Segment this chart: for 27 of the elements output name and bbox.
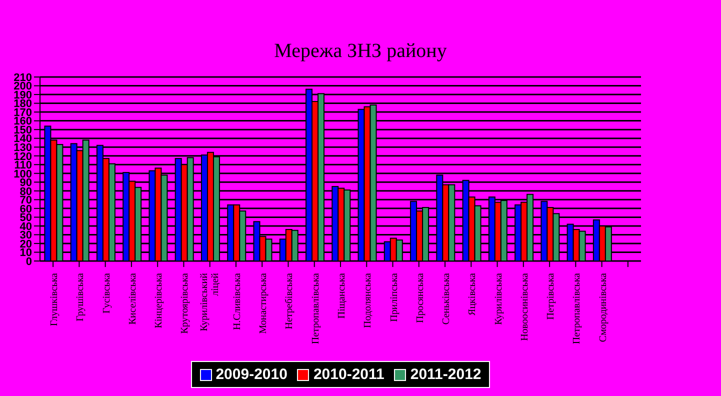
x-tick-label: Киселівська [127,272,138,325]
legend-label: 2011-2012 [409,366,482,383]
x-tick-label: Новоосинівська [519,272,530,341]
chart-title: Мережа ЗНЗ району [273,40,448,63]
x-tick-label: Грушівська [75,272,86,322]
legend-label: 2010-2011 [312,366,384,383]
x-tick-label: Монастирська [258,272,270,334]
x-tick-label: Просянська [414,272,426,324]
x-tick-label: Н.Сливівська [232,272,243,330]
x-tick-label: Петрівська [546,272,557,320]
y-tick-label: 0 [26,256,32,268]
x-tick-label: Подолянська [362,272,374,328]
x-tick-label: Глушківська [49,272,60,326]
x-tick-label: Петропавлівська [310,272,322,344]
x-tick-label: Нетребівська [284,272,296,330]
x-tick-label: Сеньківська [441,272,452,325]
x-tick-label: Смородинівська [598,272,609,342]
x-tick-label: Кінцерівська [154,272,165,328]
x-tick-label: Петропавлівська [572,272,583,344]
x-tick-label: Піщанська [336,272,348,319]
legend-label: 2009-2010 [214,366,288,383]
x-tick-label: Яцківська [467,272,478,316]
x-tick-label: Крутоярівська [180,272,191,334]
x-tick-label: Курилівський ліцей [198,272,221,332]
x-tick-label: Приліпська [388,272,400,322]
x-tick-label: Курилівська [493,272,504,325]
x-tick-label: Гусівська [101,272,112,314]
